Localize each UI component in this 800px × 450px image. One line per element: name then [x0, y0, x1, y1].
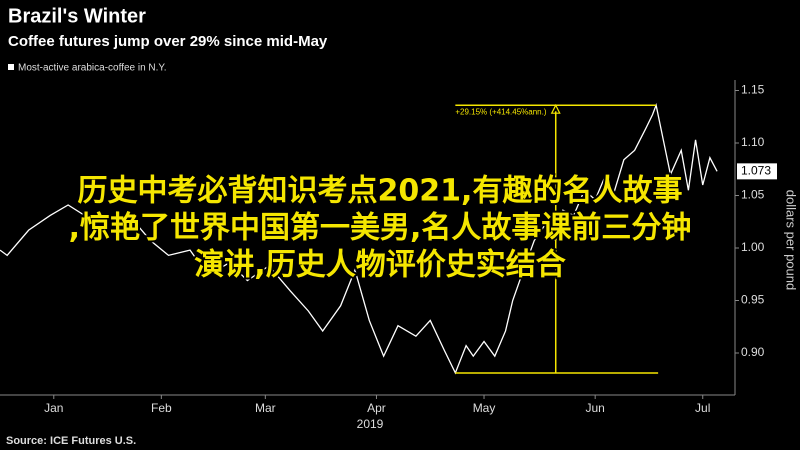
x-tick-label: Apr — [367, 401, 386, 415]
last-value-label: 1.073 — [741, 164, 771, 178]
x-tick-label: Jan — [44, 401, 63, 415]
x-axis-label: 2019 — [357, 417, 384, 431]
chart-subtitle: Coffee futures jump over 29% since mid-M… — [8, 33, 328, 50]
y-tick-label: 1.00 — [741, 240, 765, 254]
x-tick-label: Feb — [151, 401, 172, 415]
x-tick-label: Mar — [255, 401, 276, 415]
source: Source: ICE Futures U.S. — [6, 435, 136, 447]
annotation-arrow — [550, 103, 561, 114]
x-tick-label: Jun — [585, 401, 604, 415]
legend-label: Most-active arabica-coffee in N.Y. — [18, 63, 167, 74]
y-tick-label: 1.15 — [741, 83, 765, 97]
y-tick-label: 1.05 — [741, 188, 765, 202]
y-tick-label: 1.10 — [741, 135, 765, 149]
overlay-text: 演讲,历史人物评价史实结合 — [194, 248, 565, 283]
x-tick-label: May — [473, 401, 496, 415]
series-line — [0, 102, 718, 375]
last-value-box — [737, 163, 777, 180]
overlay-text: ,惊艳了世界中国第一美男,名人故事课前三分钟 — [69, 211, 692, 246]
y-tick-label: 0.90 — [741, 345, 765, 359]
overlay-text: 历史中考必背知识考点2021,有趣的名人故事 — [78, 174, 683, 209]
annotation-label: +29.15% (+414.45%ann.) — [455, 107, 547, 116]
y-tick-label: 0.95 — [741, 293, 765, 307]
y-axis-label: dollars per pound — [784, 190, 799, 290]
chart-title: Brazil's Winter — [8, 5, 146, 27]
x-tick-label: Jul — [695, 401, 710, 415]
legend-swatch — [8, 64, 14, 70]
